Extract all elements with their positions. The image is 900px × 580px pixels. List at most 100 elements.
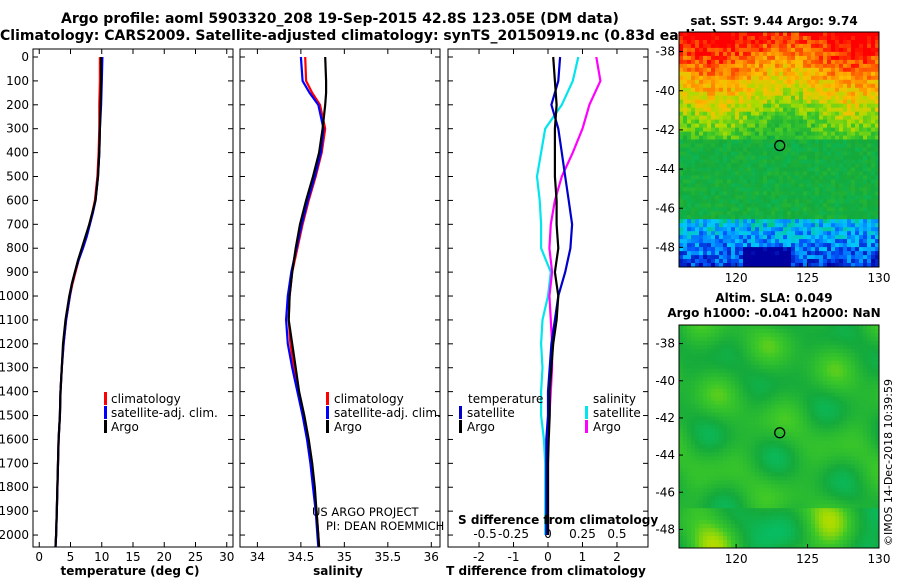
sla-cell — [759, 356, 764, 362]
sst-cell — [783, 231, 788, 236]
sst-cell — [871, 163, 876, 168]
sst-cell — [771, 255, 776, 260]
sla-cell — [847, 380, 852, 386]
sst-cell — [811, 243, 816, 248]
sst-cell — [843, 227, 848, 232]
sla-cell — [747, 329, 752, 334]
sla-cell — [863, 333, 868, 338]
sla-cell — [851, 440, 856, 446]
sla-cell — [795, 325, 800, 330]
sst-cell — [743, 103, 748, 109]
sst-cell — [751, 47, 756, 53]
sst-cell — [719, 199, 724, 204]
sst-cell — [731, 83, 736, 89]
sst-map-field — [679, 32, 879, 267]
sla-cell — [727, 420, 732, 426]
sla-cell — [735, 452, 740, 457]
sla-cell — [803, 460, 808, 465]
sst-cell — [763, 227, 768, 232]
sst-cell — [799, 183, 804, 188]
sla-cell — [859, 372, 864, 378]
sla-cell — [755, 424, 760, 430]
sla-cell — [775, 333, 780, 338]
sla-cell — [823, 400, 828, 406]
sst-cell — [691, 211, 696, 216]
sst-cell — [811, 63, 816, 69]
sla-cell — [811, 376, 816, 382]
sst-cell — [863, 155, 868, 161]
sst-cell — [823, 163, 828, 168]
sst-cell — [875, 63, 879, 69]
sla-cell — [679, 448, 684, 453]
sst-cell — [703, 247, 708, 252]
sst-cell — [819, 175, 824, 180]
sla-cell — [859, 380, 864, 386]
sst-cell — [843, 231, 848, 236]
sla-cell — [711, 440, 716, 446]
sst-cell — [855, 135, 860, 141]
sst-cell — [851, 239, 856, 244]
sst-cell — [747, 151, 752, 157]
sla-cell — [687, 356, 692, 362]
sst-cell — [819, 123, 824, 129]
sst-cell — [871, 243, 876, 248]
sst-cell — [743, 75, 748, 81]
sla-cell — [747, 408, 752, 414]
sst-cell — [703, 239, 708, 244]
sla-cell — [775, 360, 780, 366]
sla-cell — [867, 396, 872, 402]
sst-cell — [731, 71, 736, 77]
sla-cell — [747, 364, 752, 370]
sla-cell — [719, 376, 724, 382]
sla-cell — [859, 376, 864, 382]
sla-cell — [783, 396, 788, 402]
sla-cell — [691, 408, 696, 414]
sst-cell — [855, 239, 860, 244]
sst-cell — [859, 171, 864, 176]
sst-cell — [819, 63, 824, 69]
sst-cell — [783, 203, 788, 208]
sst-cell — [731, 171, 736, 176]
sla-cell — [711, 416, 716, 422]
sst-cell — [699, 75, 704, 81]
sla-cell — [843, 352, 848, 358]
sst-cell — [799, 32, 804, 37]
sst-cell — [711, 79, 716, 85]
sst-cell — [859, 36, 864, 41]
sla-cell — [683, 448, 688, 453]
sla-cell — [875, 392, 879, 398]
sla-cell — [747, 404, 752, 410]
sla-cell — [779, 428, 784, 434]
sst-cell — [871, 43, 876, 49]
sst-cell — [807, 83, 812, 89]
sst-cell — [783, 247, 788, 252]
sst-cell — [851, 143, 856, 149]
sst-cell — [771, 79, 776, 85]
sst-cell — [823, 91, 828, 97]
sla-cell — [791, 380, 796, 386]
sla-cell — [847, 444, 852, 450]
sst-cell — [715, 247, 720, 252]
sst-cell — [795, 215, 800, 220]
sst-cell — [875, 67, 879, 73]
sst-cell — [803, 95, 808, 101]
x-tick-label-difference: 1 — [579, 550, 587, 564]
sst-cell — [723, 59, 728, 65]
sst-cell — [691, 243, 696, 248]
sst-cell — [847, 231, 852, 236]
sst-cell — [787, 47, 792, 53]
sst-cell — [691, 263, 696, 267]
sst-cell — [727, 55, 732, 61]
sst-cell — [767, 203, 772, 208]
sst-cell — [703, 87, 708, 93]
sst-cell — [751, 235, 756, 240]
sst-cell — [875, 251, 879, 256]
sla-cell — [683, 384, 688, 390]
sla-cell — [703, 440, 708, 446]
sst-cell — [723, 95, 728, 101]
sst-cell — [775, 83, 780, 89]
sst-cell — [875, 223, 879, 228]
sla-cell — [679, 420, 684, 426]
sst-cell — [843, 123, 848, 129]
sla-cell — [775, 444, 780, 450]
